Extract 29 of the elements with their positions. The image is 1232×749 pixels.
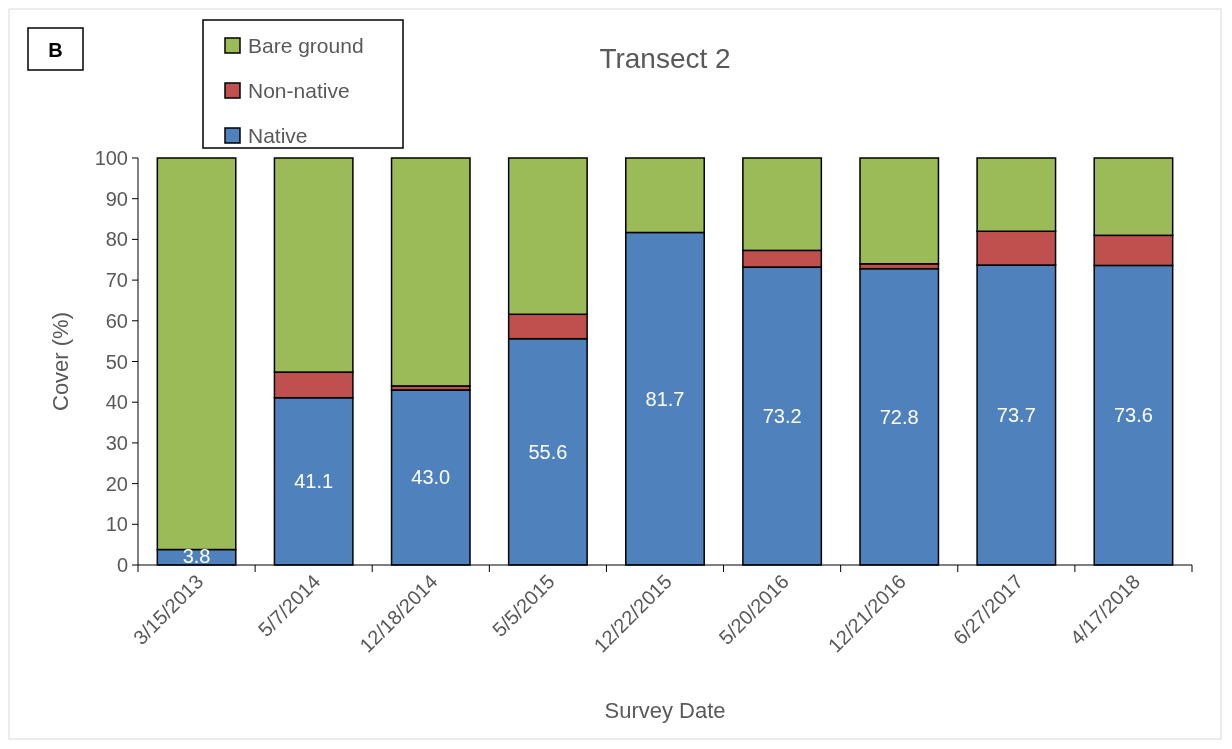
text: B (48, 39, 63, 61)
y-tick-label: 40 (105, 391, 128, 414)
y-tick-label: 90 (105, 187, 128, 210)
legend-label: Bare ground (248, 34, 364, 57)
y-tick-label: 80 (105, 228, 128, 251)
legend-label: Non-native (248, 79, 350, 102)
y-axis-title: Cover (%) (48, 311, 73, 412)
y-tick-label: 0 (116, 554, 128, 576)
data-label: 81.7 (645, 387, 685, 410)
x-axis-title: Survey Date (604, 698, 726, 723)
y-tick-label: 30 (105, 431, 128, 454)
data-label: 73.6 (1113, 404, 1153, 427)
data-label: 41.1 (294, 470, 334, 493)
data-label: 43.0 (411, 466, 451, 489)
legend-label: Native (248, 124, 308, 147)
y-tick-label: 100 (94, 147, 128, 169)
y-tick-label: 70 (105, 269, 128, 292)
y-tick-label: 50 (105, 350, 128, 373)
y-tick-label: 60 (105, 309, 128, 332)
chart-title: Transect 2 (599, 43, 731, 74)
data-label: 73.2 (762, 405, 802, 428)
data-label: 55.6 (528, 440, 568, 463)
data-label: 73.7 (996, 404, 1036, 427)
bar (859, 157, 940, 265)
y-tick-label: 20 (105, 472, 128, 495)
bar (390, 157, 471, 387)
data-label: 72.8 (879, 405, 919, 428)
data-label: 3.8 (182, 545, 211, 567)
y-tick-label: 10 (105, 513, 128, 536)
